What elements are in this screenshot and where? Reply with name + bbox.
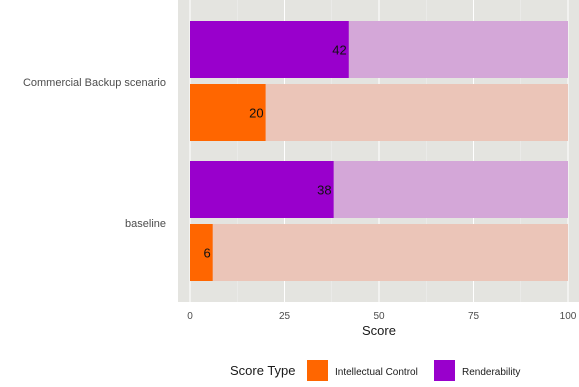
legend-title: Score Type	[230, 363, 296, 378]
y-tick-label: Commercial Backup scenario	[23, 77, 166, 89]
legend: Score Type Intellectual Control Renderabi…	[230, 360, 520, 381]
data-labels: 42 20 38 6	[203, 43, 346, 261]
x-tick-label: 0	[187, 311, 193, 322]
bar	[190, 21, 349, 78]
bars-layer	[190, 21, 568, 281]
x-tick-label: 100	[560, 311, 577, 322]
x-tick-label: 75	[468, 311, 480, 322]
bar-value-label: 6	[203, 246, 210, 261]
legend-key	[307, 360, 328, 381]
bar	[190, 84, 266, 141]
bar-value-label: 38	[317, 183, 331, 198]
x-tick-label: 50	[373, 311, 385, 322]
legend-label: Renderability	[462, 367, 520, 378]
y-tick-label: baseline	[125, 218, 166, 230]
bar-value-label: 42	[332, 43, 346, 58]
legend-label: Intellectual Control	[335, 367, 418, 378]
bar-track	[190, 224, 568, 281]
x-tick-label: 25	[279, 311, 291, 322]
x-axis-title: Score	[362, 323, 396, 338]
bar-value-label: 20	[249, 106, 263, 121]
bar	[190, 161, 334, 218]
bar	[190, 224, 213, 281]
legend-key	[434, 360, 455, 381]
y-axis-labels: Commercial Backup scenario baseline	[23, 77, 166, 230]
x-axis-ticks: 0 25 50 75 100	[187, 311, 577, 322]
